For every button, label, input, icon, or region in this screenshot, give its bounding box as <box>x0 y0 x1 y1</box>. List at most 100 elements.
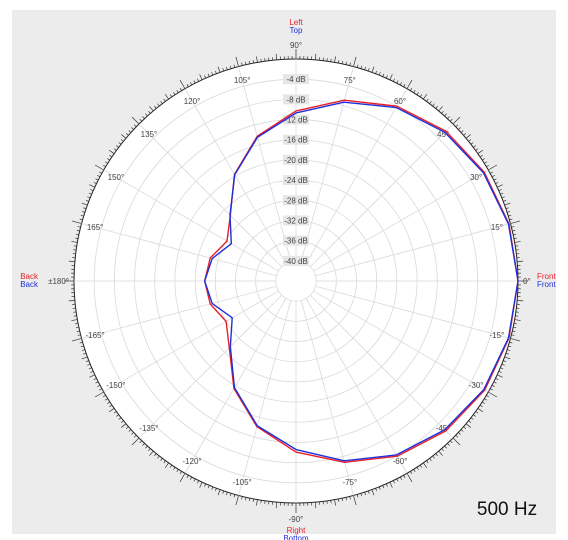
angle-tick <box>275 502 277 509</box>
radial-tick-label: -12 dB <box>284 116 308 125</box>
angle-tick <box>133 434 137 438</box>
angle-tick <box>71 220 82 224</box>
angle-tick-label: 15° <box>491 223 503 232</box>
angle-tick <box>199 74 203 80</box>
angle-tick <box>121 423 127 428</box>
angle-tick <box>229 65 232 69</box>
angle-tick <box>204 483 207 487</box>
angle-tick <box>75 326 79 329</box>
direction-label: Left <box>289 18 303 27</box>
radial-tick-label-bg <box>283 195 309 206</box>
radial-labels-layer: -4 dB -8 dB -12 dB -16 dB -20 dB -24 dB -28 dB… <box>283 74 309 266</box>
angle-tick <box>473 414 476 417</box>
angle-tick <box>463 426 467 429</box>
angle-tick <box>75 233 79 236</box>
angle-tick <box>81 202 88 206</box>
angle-tick <box>410 471 413 475</box>
angle-tick <box>423 94 428 100</box>
direction-label: Top <box>290 26 303 35</box>
angle-tick <box>514 241 521 243</box>
angle-tick <box>501 196 505 199</box>
angle-tick <box>226 492 228 496</box>
angle-tick <box>145 445 148 449</box>
angle-tick-label: 165° <box>87 223 104 232</box>
angle-tick <box>97 175 101 178</box>
angle-tick <box>447 443 450 446</box>
angle-tick <box>149 106 154 112</box>
angle-tick <box>473 145 476 148</box>
direction-label: Back <box>20 272 39 281</box>
angle-tick <box>109 149 115 154</box>
angle-tick <box>490 388 493 391</box>
angle-tick <box>500 367 504 370</box>
angle-tick <box>222 68 225 72</box>
angle-tick <box>353 495 357 506</box>
angle-tick <box>334 56 336 63</box>
angle-tick <box>500 192 504 195</box>
angle-tick <box>378 486 381 490</box>
grid-spoke <box>81 223 277 277</box>
angle-tick <box>484 161 487 164</box>
angle-tick <box>90 189 94 192</box>
direction-label: Bottom <box>283 534 309 540</box>
angle-tick <box>345 61 347 65</box>
angle-tick <box>481 401 485 404</box>
radial-tick-label-bg <box>283 215 309 226</box>
angle-tick <box>416 92 419 96</box>
angle-tick <box>389 74 393 80</box>
angle-tick <box>367 490 370 494</box>
angle-tick <box>382 485 385 489</box>
angle-tick <box>109 408 115 413</box>
angle-tick <box>345 497 347 501</box>
angle-tick <box>154 105 157 109</box>
radial-tick-label-bg <box>283 94 309 105</box>
angle-tick-label: -165° <box>85 331 104 340</box>
angle-tick-label: 90° <box>290 41 302 50</box>
angle-tick <box>68 300 75 302</box>
angle-tick <box>120 139 124 142</box>
angle-tick <box>95 178 99 181</box>
angle-tick <box>164 94 169 100</box>
angle-tick <box>169 94 173 98</box>
angle-tick <box>215 488 217 492</box>
angle-tick <box>199 482 203 488</box>
angle-tick <box>211 72 214 76</box>
angle-tick <box>176 469 179 472</box>
angle-tick <box>139 118 143 122</box>
angle-tick <box>88 192 92 195</box>
angle-tick <box>505 352 509 355</box>
angle-tick <box>510 338 521 342</box>
angle-tick <box>511 226 515 228</box>
angle-tick <box>413 469 416 472</box>
angle-tick <box>197 480 199 484</box>
angle-tick <box>315 53 317 60</box>
angle-tick <box>131 437 140 446</box>
angle-tick <box>511 334 515 336</box>
angle-tick <box>460 130 464 133</box>
angle-tick <box>364 66 366 70</box>
angle-tick <box>179 87 182 91</box>
angle-tick <box>389 482 393 488</box>
angle-tick <box>481 158 485 161</box>
series-layer <box>203 99 519 463</box>
angle-tick <box>76 230 80 232</box>
angle-tick <box>71 338 82 342</box>
angle-tick <box>233 494 236 498</box>
angle-tick <box>133 124 137 128</box>
angle-tick <box>79 341 83 344</box>
grid-spoke <box>305 88 408 264</box>
angle-tick <box>479 154 483 158</box>
angle-tick <box>419 94 423 98</box>
angle-tick <box>81 356 88 360</box>
angle-tick <box>452 437 461 446</box>
angle-tick <box>241 62 243 66</box>
angle-tick <box>186 84 189 87</box>
angle-tick <box>77 226 81 228</box>
angle-tick <box>107 158 111 161</box>
angle-tick <box>190 82 193 86</box>
grid-spoke <box>305 298 408 474</box>
angle-tick <box>93 182 97 184</box>
angle-tick <box>403 84 406 87</box>
angle-tick <box>444 113 447 117</box>
angle-tick <box>513 233 517 236</box>
